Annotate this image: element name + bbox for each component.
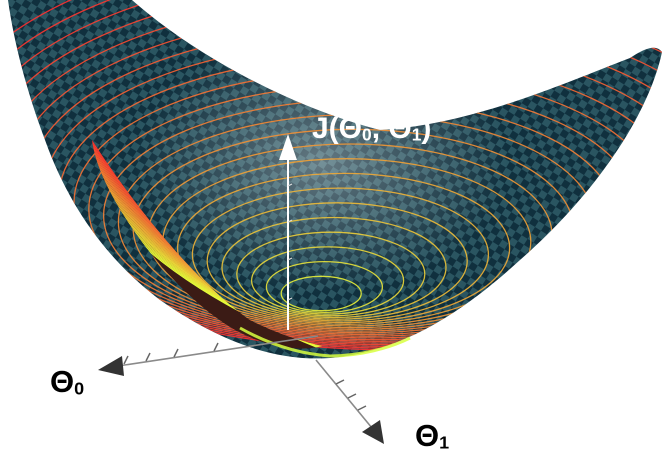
contour-line [191,187,490,322]
contour-line [250,246,405,315]
contour-line [265,260,384,314]
theta1-axis-label: Θ1 [415,418,450,453]
contour-line [236,231,426,317]
surface-base-rim [239,326,411,358]
j-axis-arrow-icon [279,134,297,160]
j-axis-label: J(Θ0, Θ1) [312,112,432,145]
theta0-arrow-icon [98,356,124,376]
theta1-arrow-icon [362,420,384,444]
contour-line [8,0,662,346]
contour-line [221,216,447,319]
j-axis [279,134,297,330]
contour-line [280,275,362,312]
contour-line [206,202,468,320]
contour-line [176,172,511,324]
theta0-axis [98,335,319,376]
theta1-axis [315,359,384,444]
theta0-axis-label: Θ0 [50,364,85,399]
contour-line [8,0,662,344]
